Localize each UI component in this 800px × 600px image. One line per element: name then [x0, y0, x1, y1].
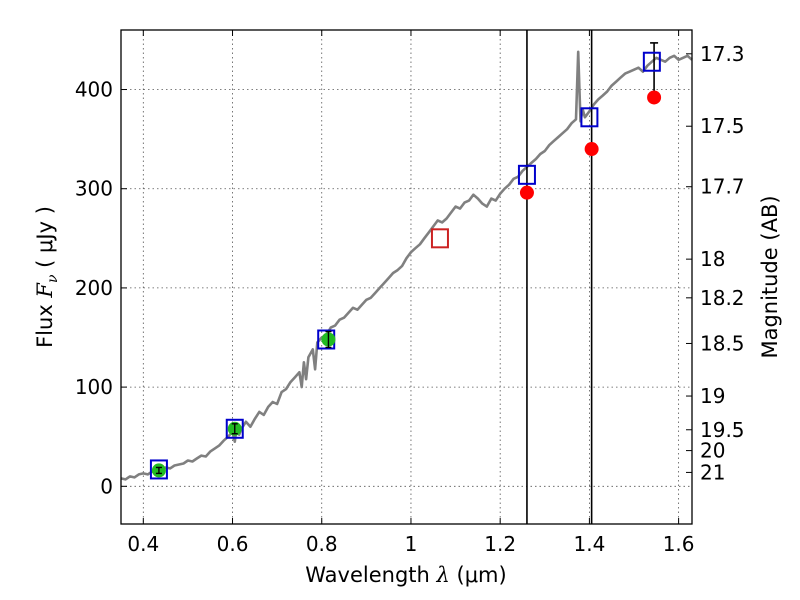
y2-tick-label: 17.7 — [700, 175, 745, 199]
model-square-blue — [149, 459, 168, 480]
y2-tick-label: 19 — [700, 384, 725, 408]
y-tick-label: 0 — [100, 474, 113, 498]
y2-tick-label: 20 — [700, 439, 725, 463]
y2-tick-label: 21 — [700, 460, 725, 484]
y-tick-label: 400 — [75, 78, 113, 102]
y-tick-label: 100 — [75, 375, 113, 399]
model-square-red — [430, 228, 449, 249]
observed-point-red — [647, 90, 662, 105]
y2-tick-label: 18.5 — [700, 331, 745, 355]
model-square-blue — [517, 164, 536, 185]
observed-point-red — [584, 142, 599, 157]
x-tick-label: 1 — [405, 532, 418, 556]
y2-axis-label: Magnitude (AB) — [758, 195, 782, 358]
model-square-blue — [225, 418, 244, 439]
sed-template-line — [120, 50, 693, 481]
model-square-blue — [580, 107, 599, 128]
y2-tick-label: 17.3 — [700, 42, 745, 66]
x-axis-label: Wavelength λ (μm) — [305, 563, 506, 587]
y-tick-label: 200 — [75, 276, 113, 300]
y2-tick-label: 18 — [700, 247, 725, 271]
plot-data — [120, 30, 693, 524]
y-axis-label: Flux Fν ( μJy ) — [33, 206, 61, 348]
x-tick-label: 0.6 — [217, 532, 249, 556]
y2-tick-label: 17.5 — [700, 114, 745, 138]
x-tick-label: 0.4 — [127, 532, 159, 556]
x-tick-label: 1.2 — [484, 532, 516, 556]
observed-point-red — [519, 185, 534, 200]
y-tick-label: 300 — [75, 177, 113, 201]
plot-frame — [120, 29, 693, 525]
axis-ticks: 0.4 0.6 0.8 1 1.2 1.4 1.6 0 100 200 300 400 17.3 17.5… — [75, 30, 745, 556]
model-square-blue — [642, 51, 661, 72]
grid-lines — [121, 30, 692, 524]
y2-tick-label: 18.2 — [700, 286, 745, 310]
x-tick-label: 1.4 — [573, 532, 605, 556]
x-tick-label: 0.8 — [306, 532, 338, 556]
y2-tick-label: 19.5 — [700, 418, 745, 442]
x-tick-label: 1.6 — [663, 532, 695, 556]
